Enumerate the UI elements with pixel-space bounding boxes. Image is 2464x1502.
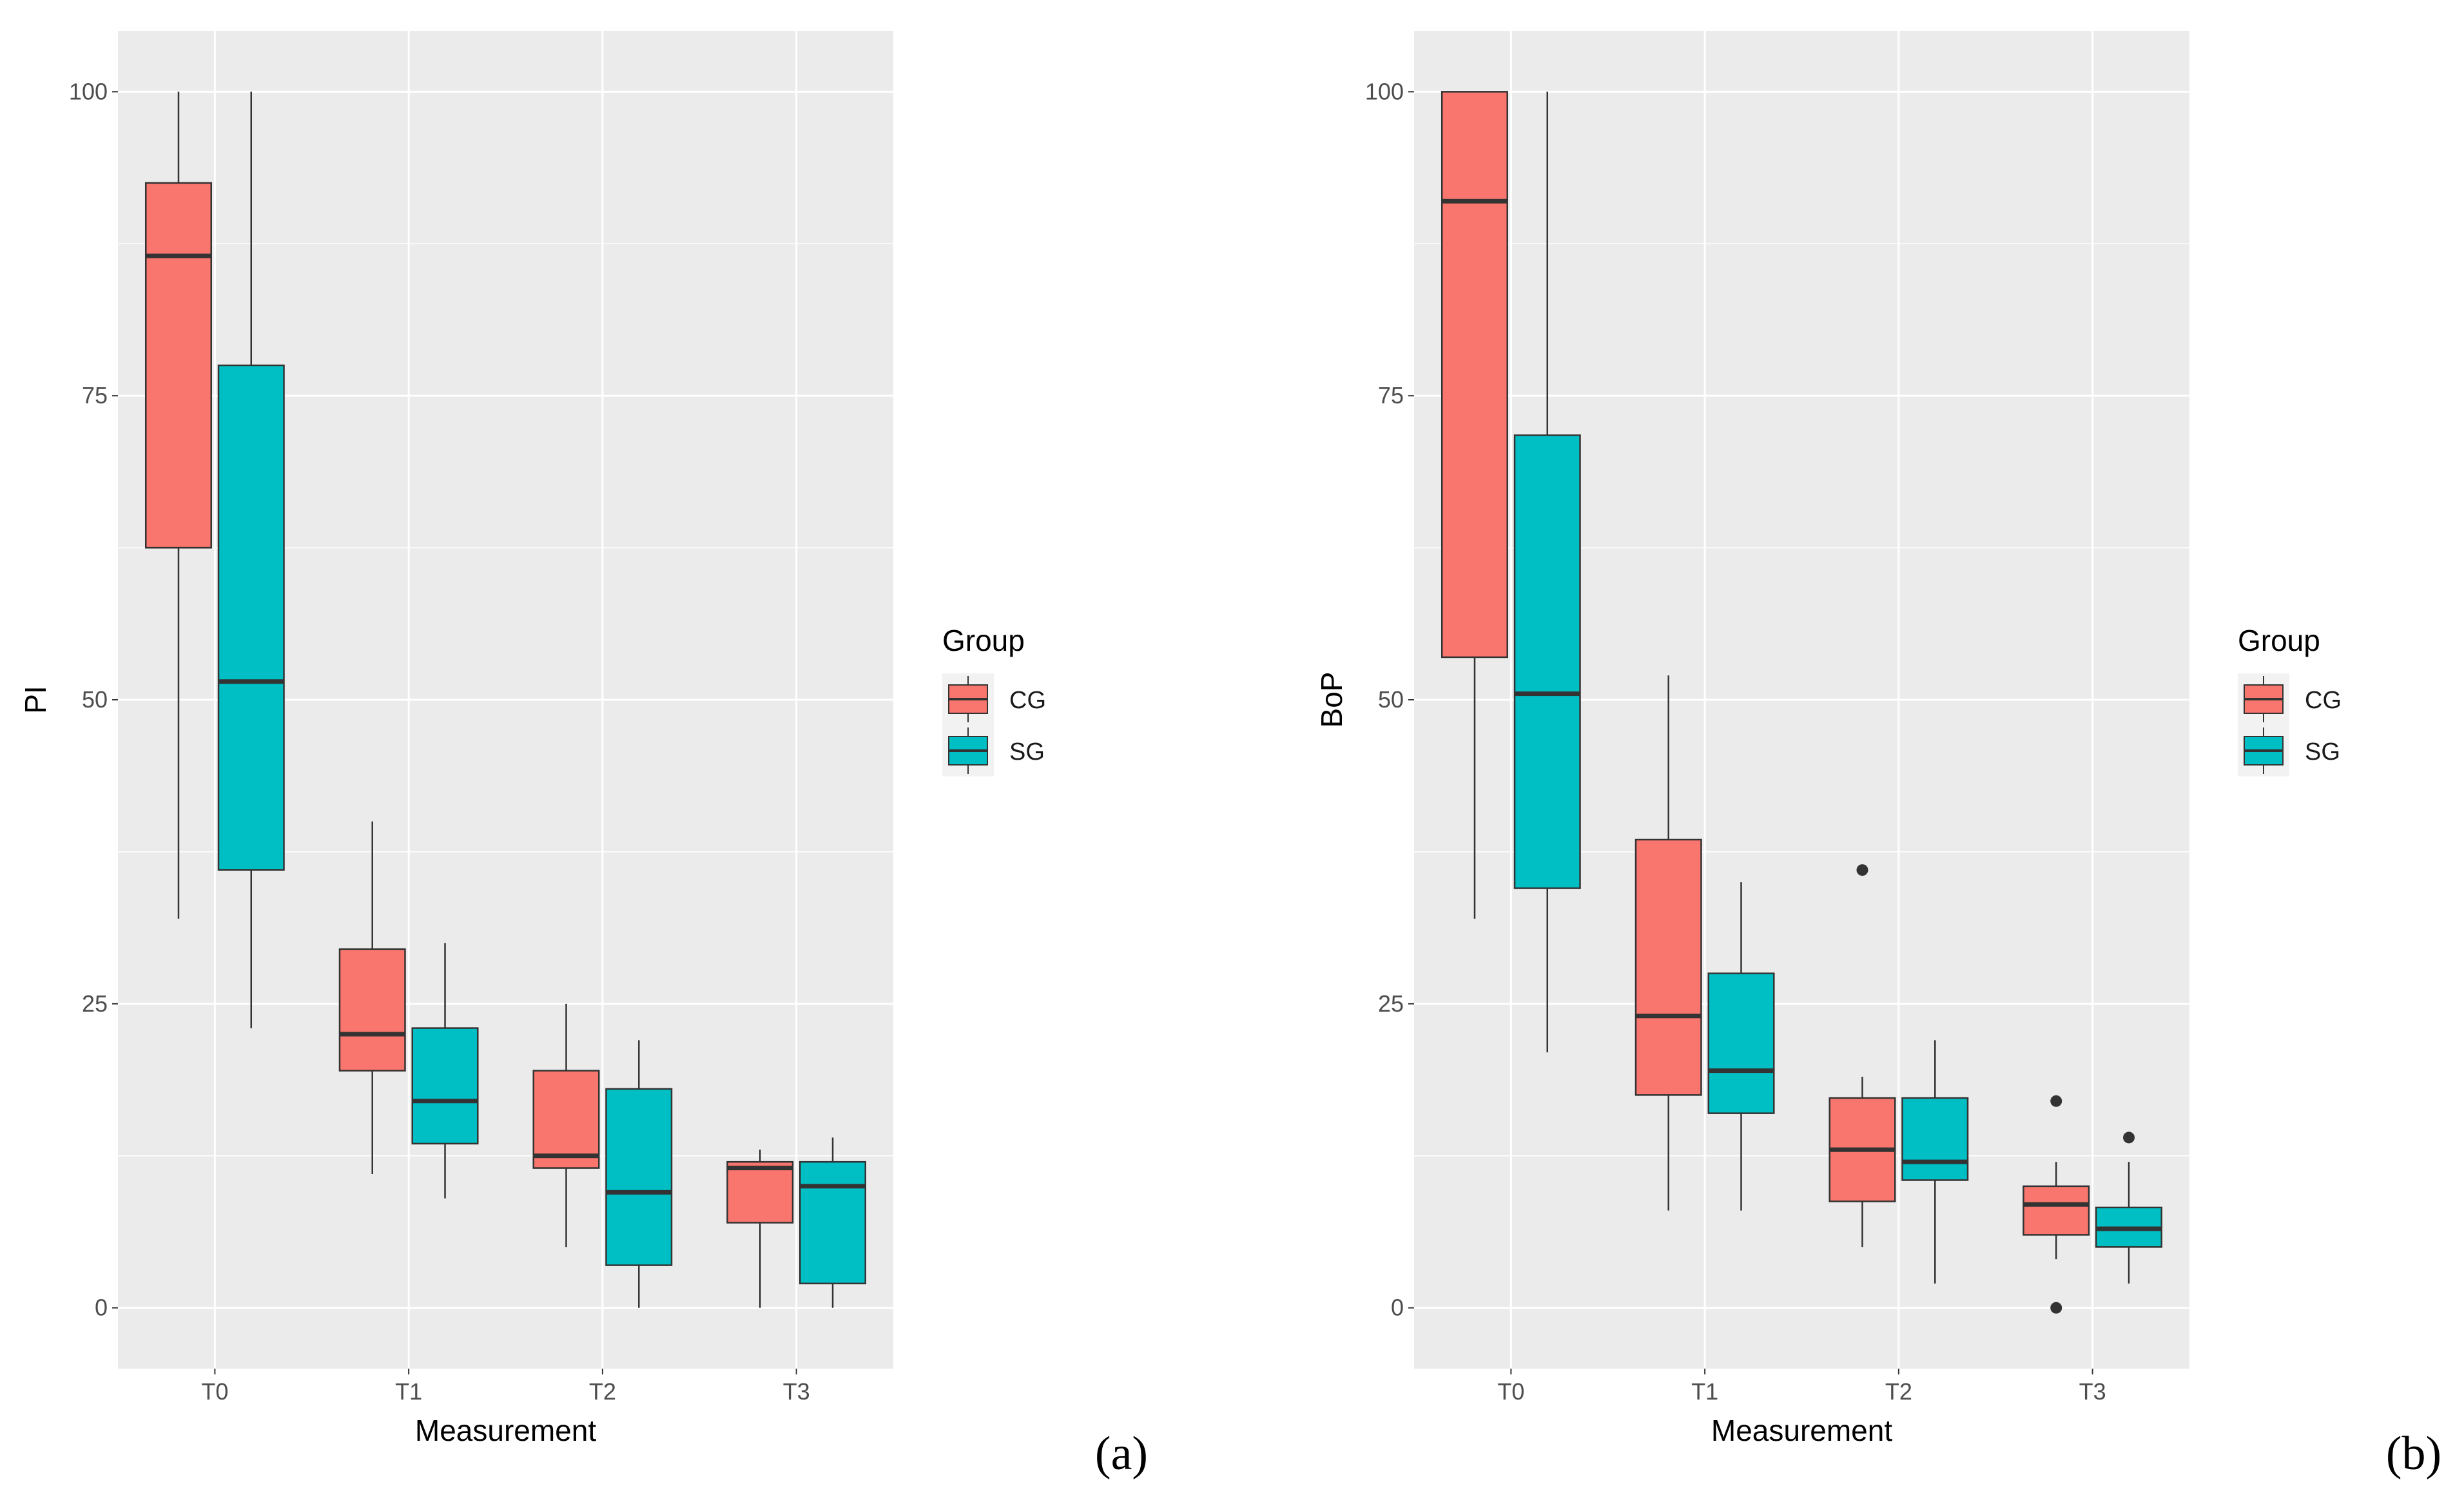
y-tick-label: 75: [1378, 382, 1404, 409]
y-tick-label: 25: [1378, 990, 1404, 1017]
box-iqr: [1707, 972, 1775, 1114]
box-sg-t0: [217, 91, 285, 1028]
y-tick-label: 0: [95, 1295, 108, 1321]
box-sg-t1: [411, 943, 479, 1199]
outlier-point: [2050, 1302, 2062, 1314]
legend-title: Group: [2238, 624, 2320, 657]
y-tick-label: 75: [82, 382, 108, 409]
box-iqr: [411, 1027, 479, 1145]
box-sg-t3: [2095, 1131, 2163, 1284]
y-tick-label: 50: [1378, 686, 1404, 713]
box-sg-t3: [799, 1137, 867, 1308]
legend: Group CG SG: [2238, 624, 2342, 776]
x-axis-title: Measurement: [415, 1414, 596, 1447]
outlier-point: [1856, 864, 1868, 876]
outlier-point: [2050, 1095, 2062, 1107]
box-cg-t2: [532, 1003, 600, 1247]
legend: Group CG SG: [942, 624, 1046, 776]
box-iqr: [1441, 91, 1508, 659]
x-tick-label: T2: [1885, 1378, 1912, 1405]
y-axis-title: BoP: [1315, 672, 1348, 728]
box-cg-t1: [338, 821, 406, 1175]
box-iqr: [532, 1070, 600, 1169]
box-iqr: [605, 1088, 673, 1266]
x-tick-label: T2: [589, 1378, 616, 1405]
legend-label-sg: SG: [1009, 738, 1045, 765]
box-sg-t2: [1901, 1040, 1969, 1284]
x-tick-label: T3: [2079, 1378, 2106, 1405]
x-tick-label: T0: [201, 1378, 228, 1405]
legend-label-cg: CG: [2305, 687, 2342, 714]
y-tick-label: 100: [1365, 78, 1404, 104]
box-iqr: [1513, 434, 1581, 889]
chart-panel-b: 0 25 50 75 100 T0 T1 T2 T3 Measurement BoP Group CG S…: [1315, 31, 2441, 1480]
x-tick-label: T1: [1691, 1378, 1718, 1405]
x-tick-label: T0: [1497, 1378, 1524, 1405]
panel-label: (a): [1095, 1427, 1148, 1480]
legend-label-cg: CG: [1009, 687, 1046, 714]
box-sg-t2: [605, 1040, 673, 1308]
box-iqr: [799, 1160, 867, 1285]
box-iqr: [726, 1160, 794, 1224]
y-tick-label: 0: [1391, 1295, 1404, 1321]
box-cg-t3: [2023, 1095, 2090, 1314]
y-tick-label: 100: [69, 78, 108, 104]
box-sg-t1: [1707, 882, 1775, 1211]
box-iqr: [1901, 1097, 1969, 1181]
x-axis-title: Measurement: [1711, 1414, 1892, 1447]
y-tick-label: 25: [82, 990, 108, 1017]
panel-label: (b): [2386, 1427, 2441, 1480]
y-tick-label: 50: [82, 686, 108, 713]
legend-label-sg: SG: [2305, 738, 2340, 765]
box-cg-t3: [726, 1150, 794, 1308]
chart-panel-a: 0 25 50 75 100 T0 T1 T2 T3 Measurement PI Group CG SG…: [19, 31, 1148, 1480]
y-axis-title: PI: [19, 686, 52, 713]
outlier-point: [2123, 1131, 2135, 1144]
box-iqr: [338, 948, 406, 1072]
x-tick-label: T3: [783, 1378, 810, 1405]
box-cg-t2: [1829, 864, 1896, 1247]
box-cg-t0: [1441, 91, 1508, 919]
box-sg-t0: [1513, 91, 1581, 1053]
box-iqr: [2023, 1185, 2090, 1236]
legend-title: Group: [942, 624, 1025, 657]
box-iqr: [217, 364, 285, 871]
box-cg-t1: [1635, 675, 1702, 1211]
box-iqr: [1635, 838, 1702, 1096]
box-iqr: [144, 182, 212, 549]
x-tick-label: T1: [395, 1378, 422, 1405]
box-cg-t0: [144, 91, 212, 919]
